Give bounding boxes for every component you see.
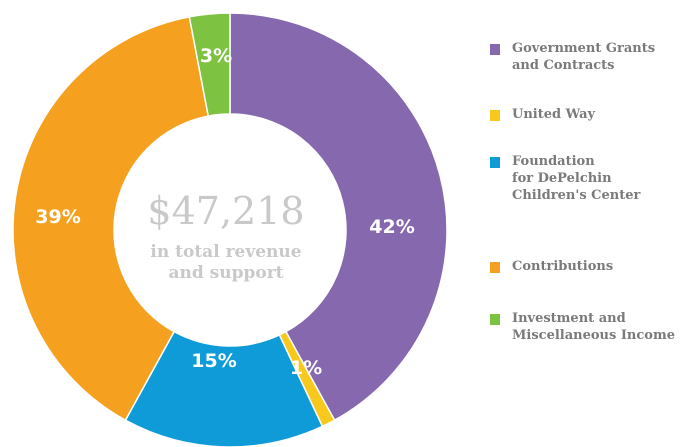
legend-swatch — [490, 314, 500, 325]
legend-label: Contributions — [512, 259, 614, 274]
legend-item-foundation: Foundation for DePelchin Children's Cent… — [490, 153, 640, 204]
legend-item-government-grants: Government Grants and Contracts — [490, 40, 655, 74]
legend-label: United Way — [512, 107, 596, 122]
legend-item-united-way: United Way — [490, 106, 595, 123]
center-text-line-1: in total revenue — [150, 242, 301, 262]
donut-center — [114, 114, 346, 346]
center-amount: $47,218 — [147, 189, 304, 233]
legend-swatch — [490, 157, 500, 168]
donut-slice-labels: 42% 1% 15% 39% 3% — [35, 45, 414, 379]
center-text-line-2: and support — [168, 263, 283, 283]
legend-swatch — [490, 262, 500, 273]
slice-label-united-way: 1% — [290, 357, 322, 379]
legend-item-investment: Investment and Miscellaneous Income — [490, 310, 675, 344]
slice-label-contributions: 39% — [35, 206, 80, 228]
legend-label: Foundation for DePelchin Children's Cent… — [512, 154, 641, 203]
legend-item-contributions: Contributions — [490, 258, 613, 275]
legend-swatch — [490, 44, 500, 55]
slice-label-government-grants: 42% — [369, 216, 414, 238]
slice-label-investment: 3% — [200, 45, 232, 67]
legend-label: Government Grants and Contracts — [512, 41, 656, 73]
legend-swatch — [490, 110, 500, 121]
legend-label: Investment and Miscellaneous Income — [512, 311, 675, 343]
donut-slices — [12, 12, 448, 447]
slice-label-foundation: 15% — [191, 350, 236, 372]
